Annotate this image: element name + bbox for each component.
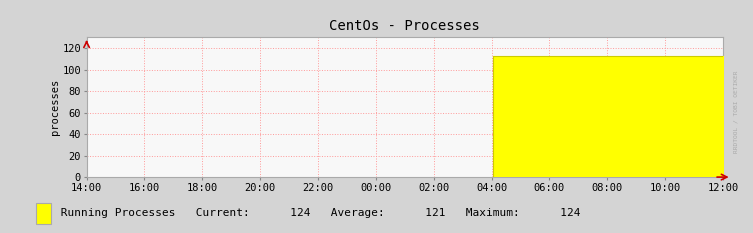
Title: CentOs - Processes: CentOs - Processes xyxy=(329,19,480,33)
Y-axis label: processes: processes xyxy=(50,79,59,135)
Text: Running Processes   Current:      124   Average:      121   Maximum:      124: Running Processes Current: 124 Average: … xyxy=(54,208,581,218)
Bar xyxy=(35,203,51,224)
Text: RRDTOOL / TOBI OETIKER: RRDTOOL / TOBI OETIKER xyxy=(734,71,739,153)
